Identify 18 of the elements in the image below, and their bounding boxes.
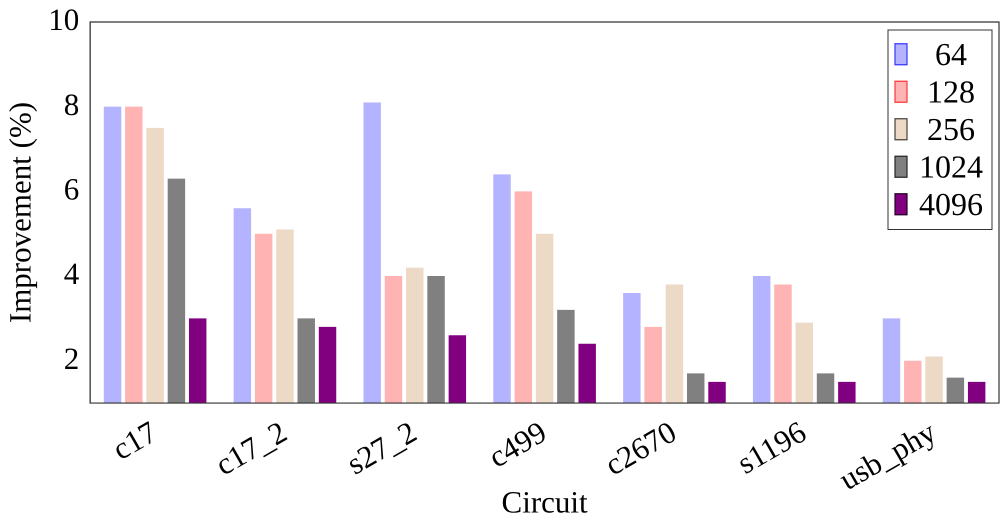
- legend-label: 1024: [919, 148, 983, 185]
- x-tick-label: c17_2: [209, 414, 293, 482]
- x-axis-title: Circuit: [502, 484, 588, 520]
- y-tick-label: 4: [64, 256, 80, 292]
- x-tick-label: c2670: [598, 414, 682, 482]
- y-axis-title: Improvement (%): [2, 102, 38, 324]
- x-tick-label: c17: [106, 414, 163, 467]
- x-tick-label: s1196: [731, 414, 812, 481]
- legend-label: 128: [927, 74, 975, 110]
- x-tick-label: s27_2: [340, 414, 422, 482]
- x-tick-label: c499: [482, 414, 552, 474]
- y-tick-label: 10: [48, 2, 80, 38]
- legend-label: 4096: [919, 186, 983, 222]
- y-tick-label: 6: [64, 171, 80, 206]
- y-tick-label: 8: [64, 86, 80, 122]
- legend-label: 64: [935, 36, 967, 72]
- y-tick-label: 2: [64, 340, 80, 376]
- legend-label: 256: [927, 111, 975, 148]
